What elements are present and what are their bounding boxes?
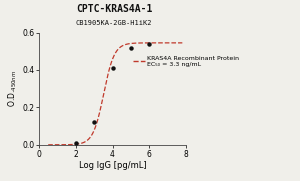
X-axis label: Log IgG [pg/mL]: Log IgG [pg/mL] <box>79 161 146 171</box>
Text: CPTC-KRAS4A-1: CPTC-KRAS4A-1 <box>76 4 152 14</box>
Text: CB1905KA-2GB-H1iK2: CB1905KA-2GB-H1iK2 <box>76 20 152 26</box>
Y-axis label: O.D.$_{450nm}$: O.D.$_{450nm}$ <box>7 70 19 107</box>
Legend: KRAS4A Recombinant Protein
EC₅₀ = 3.3 ng/mL: KRAS4A Recombinant Protein EC₅₀ = 3.3 ng… <box>133 56 239 67</box>
